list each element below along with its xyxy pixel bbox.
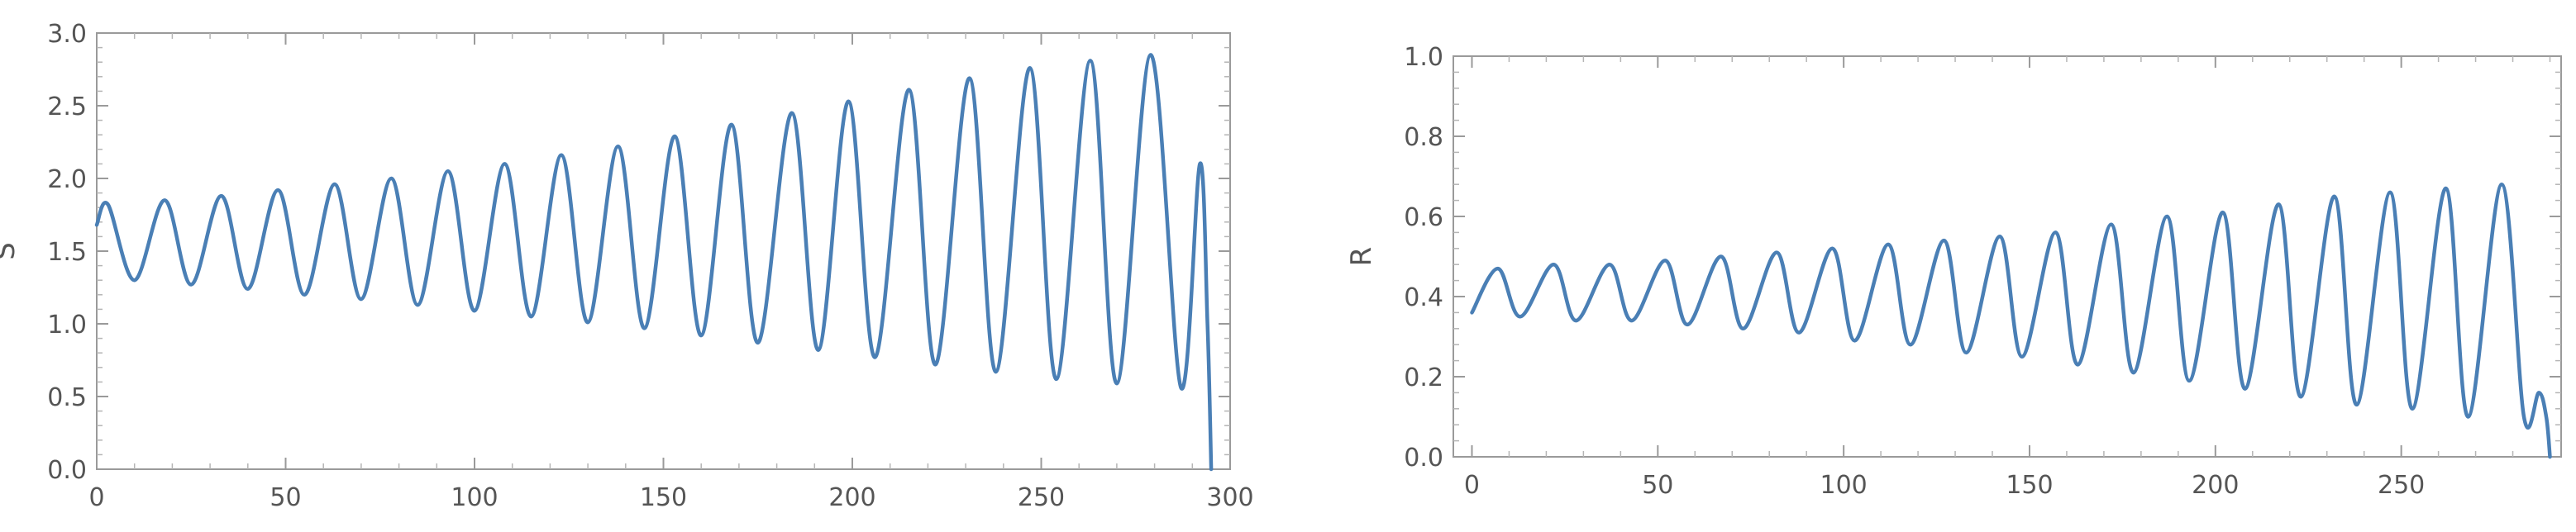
- y-axis-label: R: [1345, 247, 1378, 267]
- y-tick-label: 0.2: [1404, 363, 1443, 392]
- x-tick-label: 0: [1464, 471, 1480, 500]
- y-tick-label: 0.8: [1404, 123, 1443, 152]
- x-tick-label: 50: [270, 483, 301, 512]
- x-tick-label: 250: [1018, 483, 1065, 512]
- y-tick-label: 0.0: [47, 456, 87, 485]
- series-line-1: [1470, 182, 2552, 459]
- x-tick-label: 50: [1642, 471, 1673, 500]
- y-tick-label: 2.5: [47, 93, 87, 121]
- y-tick-label: 2.0: [47, 165, 87, 194]
- plot-frame: [1453, 55, 2562, 458]
- x-tick-label: 200: [828, 483, 875, 512]
- plot-frame: [96, 32, 1231, 470]
- x-tick-label: 200: [2192, 471, 2239, 500]
- x-tick-label: 150: [2006, 471, 2053, 500]
- x-tick-label: 0: [88, 483, 104, 512]
- y-tick-label: 1.0: [47, 311, 87, 340]
- y-tick-label: 0.0: [1404, 444, 1443, 473]
- y-tick-label: 1.5: [47, 238, 87, 267]
- x-tick-label: 300: [1206, 483, 1253, 512]
- y-tick-label: 0.5: [47, 383, 87, 412]
- x-tick-label: 250: [2378, 471, 2425, 500]
- y-tick-label: 0.6: [1404, 203, 1443, 232]
- x-tick-label: 100: [451, 483, 498, 512]
- series-line-1: [94, 53, 1214, 472]
- x-tick-label: 100: [1820, 471, 1868, 500]
- y-tick-label: 3.0: [47, 20, 87, 49]
- y-tick-label: 1.0: [1404, 43, 1443, 72]
- y-axis-label: S: [0, 242, 21, 260]
- chart-panel-2: 0 50 100 150 200 250 0.0 0.2 0.4 0.6 0.8 1.0 R: [1345, 43, 2562, 500]
- chart-panel-1: 0 50 100 150 200 250 300 0.0 0.5 1.0 1.5 2.0 2.5 3.0 S: [0, 20, 1254, 512]
- x-tick-label: 150: [640, 483, 687, 512]
- y-tick-label: 0.4: [1404, 283, 1443, 312]
